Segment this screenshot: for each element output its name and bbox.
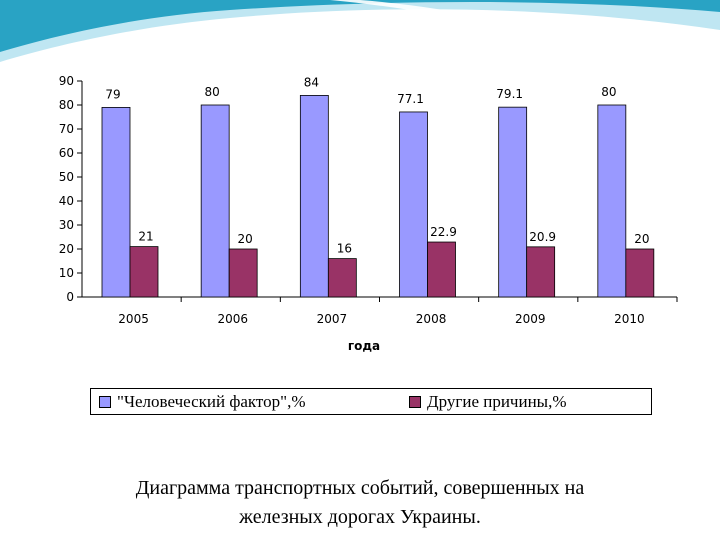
swoosh-white-stripe	[330, 0, 660, 56]
data-label: 77.1	[397, 92, 424, 106]
data-labels: 79 21 80 20 84 16 77.1 22.9 79.1 20.9 80 20	[105, 75, 649, 255]
swoosh-light-band	[0, 0, 720, 62]
x-tick-label: 2005	[118, 312, 149, 326]
bar-other-causes	[625, 248, 655, 298]
chart-legend: "Человеческий фактор",% Другие причины,%	[90, 388, 652, 415]
x-axis-title: года	[348, 339, 380, 353]
y-tick-label: 80	[59, 98, 74, 112]
bar-other-causes	[526, 246, 556, 298]
data-label: 80	[205, 85, 220, 99]
x-tick-label: 2006	[217, 312, 248, 326]
y-tick-label: 60	[59, 146, 74, 160]
y-tick-label: 0	[66, 290, 74, 304]
y-tick-label: 20	[59, 242, 74, 256]
legend-item-other-causes: Другие причины,%	[409, 392, 567, 412]
x-tick-label: 2007	[317, 312, 348, 326]
chart-axes	[81, 81, 677, 298]
y-tick-label: 40	[59, 194, 74, 208]
data-label: 20	[634, 232, 649, 246]
bar-human-factor	[101, 107, 131, 298]
y-tick-label: 30	[59, 218, 74, 232]
data-label: 80	[601, 85, 616, 99]
data-label: 79.1	[496, 87, 523, 101]
data-label: 20.9	[529, 230, 556, 244]
bar-human-factor	[200, 104, 230, 298]
bar-other-causes	[228, 248, 258, 298]
x-axis-ticks: 2005 2006 2007 2008 2009 2010	[118, 297, 678, 326]
x-tick-label: 2009	[515, 312, 546, 326]
data-label: 20	[238, 232, 253, 246]
y-tick-label: 70	[59, 122, 74, 136]
legend-item-human-factor: "Человеческий фактор",%	[99, 392, 306, 412]
x-tick-label: 2010	[614, 312, 645, 326]
legend-label-human-factor: "Человеческий фактор",%	[117, 392, 306, 411]
data-label: 16	[337, 242, 352, 256]
swoosh-dark-band	[0, 0, 720, 52]
y-tick-label: 10	[59, 266, 74, 280]
bar-human-factor	[597, 104, 627, 298]
bar-human-factor	[498, 106, 528, 298]
chart-bars	[101, 95, 655, 298]
bar-other-causes	[327, 258, 357, 298]
data-label: 84	[304, 75, 319, 89]
legend-swatch-human-factor	[99, 396, 111, 408]
data-label: 21	[138, 230, 153, 244]
bar-human-factor	[399, 111, 428, 298]
legend-swatch-other-causes	[409, 396, 421, 408]
caption-line-2: железных дорогах Украины.	[239, 506, 481, 528]
data-label: 79	[105, 87, 120, 101]
data-label: 22.9	[430, 225, 457, 239]
caption-line-1: Диаграмма транспортных событий, совершен…	[135, 477, 585, 499]
bar-other-causes	[129, 246, 159, 298]
bar-other-causes	[427, 241, 456, 298]
y-tick-label: 90	[59, 74, 74, 88]
y-axis-ticks: 0 10 20 30 40 50 60 70 80 90	[59, 74, 82, 304]
chart-caption: Диаграмма транспортных событий, совершен…	[40, 474, 680, 532]
bar-chart: 0 10 20 30 40 50 60 70 80 90 79 21 80 20 84 16 77.1 22.9…	[59, 74, 678, 353]
header-swoosh-decoration	[0, 0, 720, 62]
y-tick-label: 50	[59, 170, 74, 184]
bar-human-factor	[299, 95, 329, 298]
legend-label-other-causes: Другие причины,%	[427, 392, 567, 411]
x-tick-label: 2008	[416, 312, 447, 326]
